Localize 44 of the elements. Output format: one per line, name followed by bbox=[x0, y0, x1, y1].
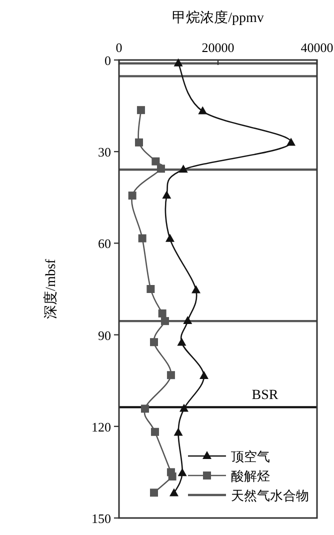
ref-line-label: BSR bbox=[252, 388, 279, 404]
y-tick-label: 30 bbox=[98, 144, 111, 160]
point bbox=[160, 317, 169, 326]
point bbox=[178, 468, 187, 476]
point bbox=[198, 106, 208, 114]
point bbox=[128, 192, 136, 200]
legend-label: 顶空气 bbox=[231, 449, 270, 464]
point bbox=[174, 428, 183, 436]
x-tick-label: 40000 bbox=[300, 40, 334, 55]
point bbox=[158, 309, 166, 318]
point bbox=[177, 338, 186, 346]
point bbox=[169, 488, 178, 496]
point bbox=[162, 190, 172, 199]
y-tick-label: 0 bbox=[104, 53, 111, 68]
y-tick-label: 150 bbox=[92, 511, 111, 526]
point bbox=[135, 138, 143, 146]
y-tick-label: 90 bbox=[98, 328, 111, 343]
legend-label: 酸解烃 bbox=[231, 468, 270, 484]
point bbox=[166, 371, 175, 380]
x-tick-label: 20000 bbox=[202, 40, 234, 55]
x-tick-label: 0 bbox=[116, 40, 122, 55]
y-tick-label: 60 bbox=[98, 236, 111, 252]
point bbox=[286, 138, 296, 146]
point bbox=[150, 488, 158, 497]
point bbox=[183, 316, 192, 324]
point bbox=[179, 404, 188, 412]
y-axis-title: 深度/mbsf bbox=[43, 258, 59, 319]
point bbox=[138, 234, 146, 242]
point bbox=[146, 285, 155, 293]
point bbox=[156, 164, 165, 173]
point bbox=[152, 157, 160, 166]
point bbox=[174, 58, 183, 66]
annotation: 天然气水合物 bbox=[231, 488, 309, 503]
point bbox=[199, 371, 208, 380]
y-tick-label: 120 bbox=[92, 419, 111, 434]
chart-title: 甲烷浓度/ppmv bbox=[172, 10, 264, 26]
point bbox=[178, 164, 188, 173]
point bbox=[140, 404, 149, 413]
point bbox=[192, 285, 201, 294]
point bbox=[165, 234, 174, 242]
point bbox=[150, 428, 159, 436]
point bbox=[136, 106, 145, 114]
point bbox=[150, 338, 158, 346]
point bbox=[168, 472, 176, 480]
